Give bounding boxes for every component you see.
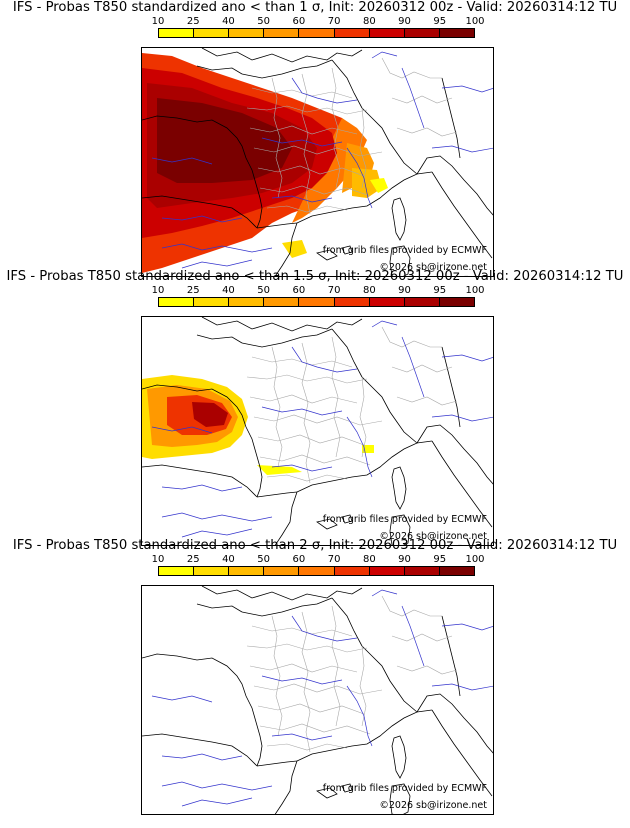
colorbar-tick-label: 40 [222, 554, 235, 565]
colorbar-swatch [229, 298, 265, 306]
colorbar-tick-label: 25 [186, 16, 200, 27]
colorbar-swatch [334, 29, 370, 37]
colorbar-tick-label: 60 [292, 285, 306, 296]
colorbar-tick-label: 25 [186, 285, 200, 296]
forecast-panel-1: IFS - Probas T850 standardized ano < tha… [0, 0, 630, 277]
probability-colorbar [158, 28, 475, 38]
colorbar-tick-label: 25 [186, 554, 200, 565]
probability-area [192, 402, 228, 427]
colorbar-swatch [404, 29, 440, 37]
rivers [151, 51, 493, 269]
colorbar-swatch [159, 29, 195, 37]
colorbar-swatch [404, 298, 440, 306]
colorbar-tick-label: 40 [222, 285, 235, 296]
colorbar-tick-label: 10 [151, 554, 165, 565]
colorbar-swatch [334, 567, 370, 575]
probability-colorbar [158, 297, 475, 307]
colorbar-swatch [159, 298, 195, 306]
colorbar-tick-label: 70 [327, 554, 341, 565]
data-credit: from grib files provided by ECMWF [322, 245, 487, 256]
colorbar-swatch [264, 29, 300, 37]
colorbar-tick-label: 10 [151, 285, 165, 296]
colorbar-tick-label: 10 [151, 16, 165, 27]
colorbar-tick-label: 70 [327, 16, 341, 27]
colorbar-tick-label: 90 [398, 285, 411, 296]
colorbar-tick-label: 95 [433, 16, 447, 27]
colorbar-tick-label: 50 [257, 16, 271, 27]
colorbar-tick-label: 80 [362, 554, 376, 565]
probability-colorbar [158, 566, 475, 576]
colorbar-swatch [159, 567, 195, 575]
probability-area [370, 178, 388, 193]
colorbar-tick-label: 90 [398, 554, 411, 565]
probability-map: from grib files provided by ECMWF ©2026 … [141, 316, 494, 546]
panel-title: IFS - Probas T850 standardized ano < tha… [12, 538, 618, 553]
probability-area [157, 98, 292, 183]
colorbar-swatch [404, 567, 440, 575]
colorbar-swatch [299, 298, 335, 306]
map-svg [142, 586, 493, 814]
colorbar-swatch [439, 29, 474, 37]
colorbar-tick-label: 60 [292, 554, 306, 565]
colorbar-swatch [369, 298, 405, 306]
forecast-panel-3: IFS - Probas T850 standardized ano < tha… [0, 538, 630, 815]
colorbar-swatch [334, 298, 370, 306]
colorbar-swatch [194, 567, 230, 575]
colorbar-tick-label: 70 [327, 285, 341, 296]
colorbar-tick-label: 50 [257, 554, 271, 565]
data-credit: from grib files provided by ECMWF [322, 783, 487, 794]
colorbar-swatch [194, 298, 230, 306]
panel-title: IFS - Probas T850 standardized ano < tha… [12, 0, 618, 15]
colorbar-swatch [194, 29, 230, 37]
colorbar-swatch [439, 567, 474, 575]
colorbar-swatch [369, 567, 405, 575]
colorbar-labels: 10 25 40 50 60 70 80 90 95 100 [148, 16, 488, 28]
colorbar-tick-label: 100 [465, 285, 485, 296]
probability-map: from grib files provided by ECMWF ©2026 … [141, 585, 494, 815]
copyright-notice: ©2026 sb@irizone.net [379, 800, 487, 811]
probability-map: from grib files provided by ECMWF ©2026 … [141, 47, 494, 277]
probability-area [282, 240, 307, 258]
rivers [151, 589, 493, 807]
colorbar-swatch [299, 567, 335, 575]
colorbar-swatch [369, 29, 405, 37]
colorbar-tick-label: 80 [362, 16, 376, 27]
colorbar-swatch [229, 567, 265, 575]
colorbar-swatch [264, 298, 300, 306]
colorbar-tick-label: 90 [398, 16, 411, 27]
colorbar-tick-label: 95 [433, 554, 447, 565]
probability-area [352, 168, 382, 198]
coastlines [142, 48, 493, 276]
map-svg [142, 48, 493, 276]
colorbar-tick-label: 60 [292, 16, 306, 27]
admin-boundaries [246, 595, 458, 753]
admin-boundaries [246, 57, 458, 215]
colorbar-tick-label: 80 [362, 285, 376, 296]
colorbar-labels: 10 25 40 50 60 70 80 90 95 100 [148, 285, 488, 297]
colorbar-tick-label: 40 [222, 16, 235, 27]
probability-area [342, 143, 374, 193]
colorbar-swatch [299, 29, 335, 37]
colorbar-tick-label: 50 [257, 285, 271, 296]
probability-shading [142, 375, 374, 475]
rivers [151, 320, 493, 538]
copyright-notice: ©2026 sb@irizone.net [379, 531, 487, 542]
admin-boundaries [246, 326, 458, 484]
colorbar-swatch [264, 567, 300, 575]
colorbar-swatch [229, 29, 265, 37]
colorbar-labels: 10 25 40 50 60 70 80 90 95 100 [148, 554, 488, 566]
copyright-notice: ©2026 sb@irizone.net [379, 262, 487, 273]
probability-area [257, 465, 302, 475]
panel-title: IFS - Probas T850 standardized ano < tha… [6, 269, 624, 284]
coastlines [142, 317, 493, 545]
colorbar-tick-label: 100 [465, 16, 485, 27]
map-svg [142, 317, 493, 545]
coastlines [142, 586, 493, 814]
colorbar-tick-label: 100 [465, 554, 485, 565]
forecast-panel-2: IFS - Probas T850 standardized ano < tha… [0, 269, 630, 546]
colorbar-tick-label: 95 [433, 285, 447, 296]
colorbar-swatch [439, 298, 474, 306]
data-credit: from grib files provided by ECMWF [322, 514, 487, 525]
